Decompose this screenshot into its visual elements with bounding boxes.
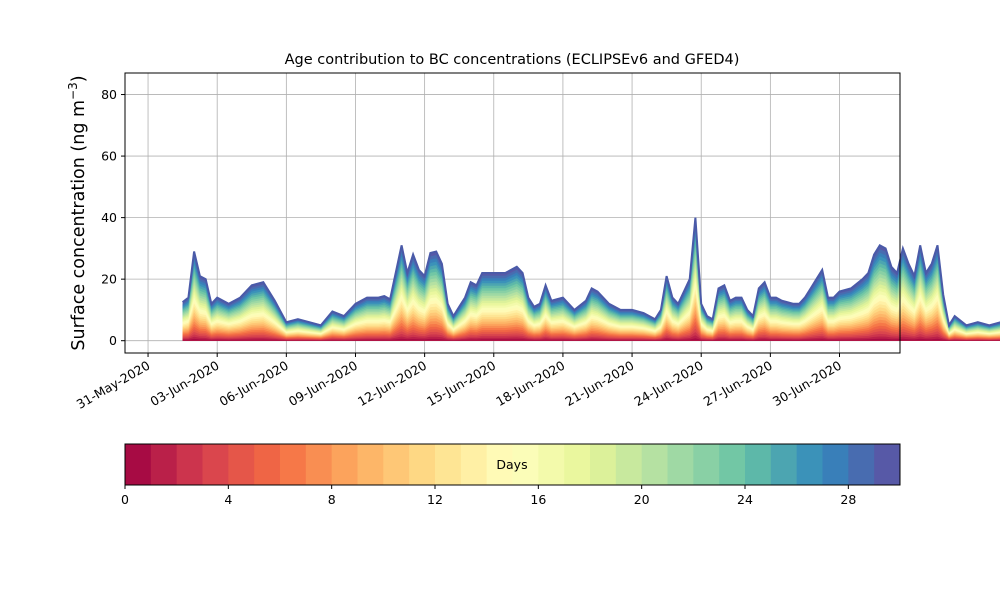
colorbar-bin — [409, 444, 436, 485]
colorbar-bin — [796, 444, 823, 485]
age-layer-2 — [182, 335, 1000, 341]
colorbar-bin — [667, 444, 694, 485]
x-tick-label: 03-Jun-2020 — [148, 358, 222, 409]
colorbar-bin — [460, 444, 488, 485]
colorbar-tick-label: 16 — [530, 492, 546, 507]
colorbar-bin — [331, 444, 358, 485]
colorbar-bin — [228, 444, 255, 485]
colorbar-bin — [745, 444, 772, 485]
y-tick-label: 60 — [101, 149, 117, 164]
colorbar-bin — [822, 444, 849, 485]
colorbar-tick-label: 20 — [634, 492, 650, 507]
axes-border — [124, 72, 901, 354]
colorbar-bin — [150, 444, 178, 485]
colorbar-bin — [125, 444, 152, 485]
colorbar-bin — [202, 444, 229, 485]
colorbar-tick-label: 4 — [224, 492, 232, 507]
colorbar-bin — [848, 444, 875, 485]
age-layer-1 — [182, 338, 1000, 341]
y-tick-label: 40 — [101, 210, 117, 225]
colorbar-label: Days — [496, 457, 527, 472]
colorbar-bin — [641, 444, 668, 485]
colorbar-bin — [874, 444, 901, 485]
y-tick-label: 80 — [101, 87, 117, 102]
x-tick-label: 06-Jun-2020 — [217, 358, 291, 409]
colorbar-bin — [357, 444, 384, 485]
colorbar-tick-label: 24 — [737, 492, 753, 507]
x-tick-label: 18-Jun-2020 — [493, 358, 567, 409]
y-axis-ticks: 0 20 40 60 80 — [101, 87, 125, 348]
colorbar-bin — [590, 444, 617, 485]
x-tick-label: 09-Jun-2020 — [286, 358, 360, 409]
colorbar-tick-label: 8 — [328, 492, 336, 507]
axes-frame — [124, 72, 901, 354]
colorbar-bin — [254, 444, 281, 485]
colorbar-bin — [486, 444, 513, 485]
x-tick-label: 21-Jun-2020 — [562, 358, 636, 409]
colorbar-bin — [383, 444, 410, 485]
colorbar-bin — [435, 444, 462, 485]
colorbar-ticks: 0 4 8 12 16 20 24 28 — [121, 485, 856, 507]
colorbar-bin — [564, 444, 591, 485]
colorbar-bin — [770, 444, 798, 485]
colorbar-bin — [176, 444, 203, 485]
colorbar-bin — [719, 444, 746, 485]
y-axis-label: Surface concentration (ng m−3) — [66, 75, 89, 350]
x-tick-label: 15-Jun-2020 — [424, 358, 498, 409]
x-tick-label: 12-Jun-2020 — [355, 358, 429, 409]
colorbar-bin — [512, 444, 539, 485]
x-tick-label: 27-Jun-2020 — [701, 358, 775, 409]
x-tick-label: 24-Jun-2020 — [632, 358, 706, 409]
x-axis-ticks: 31-May-202003-Jun-202006-Jun-202009-Jun-… — [74, 353, 844, 412]
colorbar-tick-label: 28 — [840, 492, 856, 507]
y-tick-label: 20 — [101, 272, 117, 287]
colorbar-bin — [280, 444, 307, 485]
age-layer-3 — [182, 332, 1000, 341]
colorbar — [124, 443, 901, 486]
y-tick-label: 0 — [109, 333, 117, 348]
colorbar-tick-label: 12 — [427, 492, 443, 507]
chart-title: Age contribution to BC concentrations (E… — [285, 52, 740, 68]
x-tick-label: 30-Jun-2020 — [770, 358, 844, 409]
colorbar-tick-label: 0 — [121, 492, 129, 507]
total-line — [181, 217, 1000, 329]
colorbar-bin — [305, 444, 333, 485]
colorbar-bin — [538, 444, 565, 485]
colorbar-bin — [693, 444, 720, 485]
age-stack-areas — [181, 217, 1000, 341]
x-tick-label: 31-May-2020 — [74, 358, 153, 412]
colorbar-border — [124, 443, 901, 486]
colorbar-bin — [615, 444, 643, 485]
